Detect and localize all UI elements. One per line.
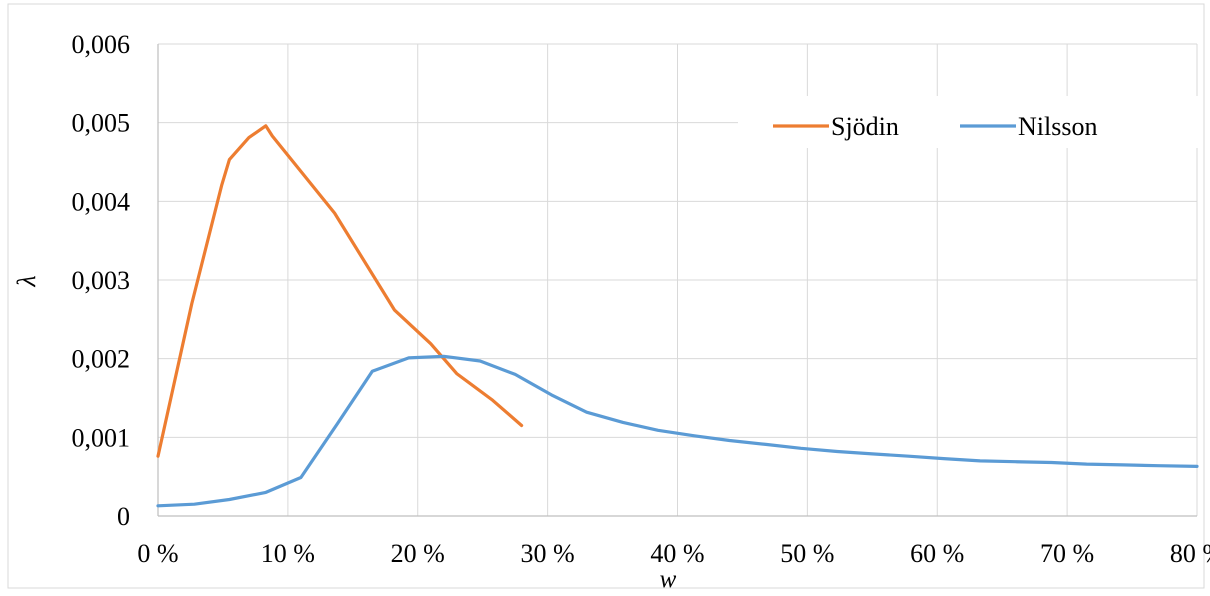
y-tick-label: 0,002 [72, 345, 131, 374]
x-tick-label: 30 % [521, 539, 575, 568]
x-axis-label: w [660, 566, 677, 591]
x-tick-label: 50 % [780, 539, 834, 568]
x-tick-label: 10 % [261, 539, 315, 568]
legend-label: Nilsson [1018, 112, 1097, 141]
x-tick-label: 0 % [137, 539, 178, 568]
legend-label: Sjödin [831, 112, 899, 141]
y-tick-label: 0,004 [72, 187, 131, 216]
y-axis-label: λ [12, 275, 41, 287]
x-tick-label: 60 % [910, 539, 964, 568]
y-tick-label: 0 [117, 502, 130, 531]
y-tick-label: 0,005 [72, 109, 131, 138]
y-tick-label: 0,001 [72, 423, 131, 452]
legend: Sjödin Nilsson [738, 96, 1198, 148]
x-tick-label: 70 % [1040, 539, 1094, 568]
legend-background [738, 96, 1198, 148]
x-tick-label: 80 % [1170, 539, 1210, 568]
chart-area-border [8, 4, 1204, 588]
y-tick-label: 0,006 [72, 30, 131, 59]
y-tick-label: 0,003 [72, 266, 131, 295]
x-tick-label: 40 % [650, 539, 704, 568]
x-tick-label: 20 % [391, 539, 445, 568]
